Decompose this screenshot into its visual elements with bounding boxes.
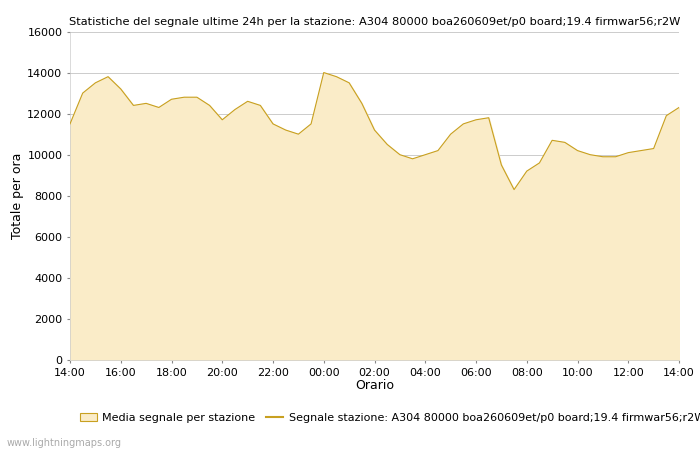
- Text: www.lightningmaps.org: www.lightningmaps.org: [7, 438, 122, 448]
- X-axis label: Orario: Orario: [355, 379, 394, 392]
- Y-axis label: Totale per ora: Totale per ora: [11, 153, 25, 239]
- Title: Statistiche del segnale ultime 24h per la stazione: A304 80000 boa260609et/p0 bo: Statistiche del segnale ultime 24h per l…: [69, 17, 680, 27]
- Legend: Media segnale per stazione, Segnale stazione: A304 80000 boa260609et/p0 board;19: Media segnale per stazione, Segnale staz…: [76, 408, 700, 427]
